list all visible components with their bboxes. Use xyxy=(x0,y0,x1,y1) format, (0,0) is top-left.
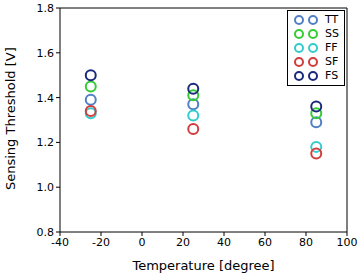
svg-text:60: 60 xyxy=(258,236,272,249)
html-text:SF: SF xyxy=(325,55,339,68)
svg-text:0: 0 xyxy=(139,236,146,249)
svg-text:1.8: 1.8 xyxy=(37,2,55,15)
svg-text:1.2: 1.2 xyxy=(37,136,55,149)
svg-text:-40: -40 xyxy=(51,235,69,249)
svg-text:0.8: 0.8 xyxy=(37,226,55,239)
svg-text:Sensing Threshold [V]: Sensing Threshold [V] xyxy=(8,47,18,190)
svg-text:100: 100 xyxy=(337,236,352,249)
svg-text:20: 20 xyxy=(176,236,190,249)
html-text:FF: FF xyxy=(325,41,338,54)
html-text:FS: FS xyxy=(325,69,339,82)
html-text:TT: TT xyxy=(325,13,339,26)
svg-text:-20: -20 xyxy=(92,236,110,249)
svg-text:40: 40 xyxy=(217,236,231,249)
svg-text:1.6: 1.6 xyxy=(37,47,55,60)
svg-text:80: 80 xyxy=(299,236,313,249)
svg-text:Temperature [degree]: Temperature [degree] xyxy=(131,258,274,273)
html-text:SS: SS xyxy=(325,27,339,40)
svg-text:1.0: 1.0 xyxy=(37,181,55,194)
svg-text:1.4: 1.4 xyxy=(37,92,55,105)
